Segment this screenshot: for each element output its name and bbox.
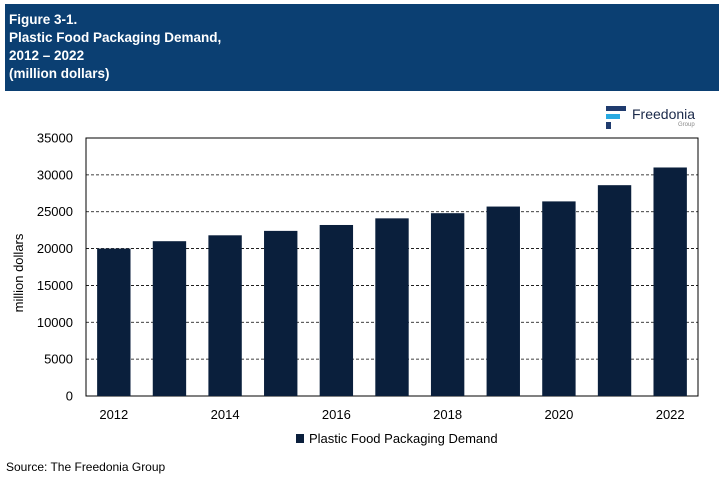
y-tick-label: 0	[66, 389, 73, 404]
freedonia-logo-icon	[606, 106, 626, 129]
x-tick-label: 2016	[322, 407, 351, 422]
figure-units: (million dollars)	[9, 66, 110, 81]
y-tick-label: 10000	[37, 315, 73, 330]
bar-2021	[597, 185, 632, 396]
logo-sub: Group	[678, 122, 695, 128]
figure-number: Figure 3-1.	[9, 12, 78, 27]
bar-2014	[208, 235, 242, 396]
figure-header: Figure 3-1. Plastic Food Packaging Deman…	[5, 4, 719, 91]
x-tick-label: 2014	[211, 407, 240, 422]
x-tick-label: 2022	[656, 407, 685, 422]
bar-2019	[486, 206, 520, 396]
legend-swatch	[296, 434, 304, 443]
logo-name: Freedonia	[632, 106, 696, 122]
bar-2012	[97, 248, 131, 396]
x-tick-label: 2012	[99, 407, 128, 422]
figure-years: 2012 – 2022	[9, 48, 85, 63]
y-tick-label: 25000	[37, 204, 73, 219]
bar-2022	[653, 167, 687, 396]
y-axis-label: million dollars	[11, 233, 26, 312]
bar-2016	[319, 224, 354, 396]
y-tick-label: 15000	[37, 278, 73, 293]
bar-2015	[264, 230, 298, 396]
bar-2017	[375, 218, 409, 396]
y-tick-label: 35000	[37, 131, 73, 146]
bar-2018	[430, 213, 465, 396]
freedonia-logo: Freedonia Group	[604, 104, 704, 132]
source-note: Source: The Freedonia Group	[6, 460, 166, 474]
bar-2020	[542, 201, 576, 396]
x-tick-label: 2020	[544, 407, 573, 422]
figure-title: Plastic Food Packaging Demand,	[9, 30, 222, 45]
y-tick-label: 20000	[37, 241, 73, 256]
x-tick-label: 2018	[433, 407, 462, 422]
y-tick-label: 30000	[37, 167, 73, 182]
y-tick-label: 5000	[44, 352, 73, 367]
legend-label: Plastic Food Packaging Demand	[309, 431, 498, 446]
bar-2013	[152, 241, 187, 396]
